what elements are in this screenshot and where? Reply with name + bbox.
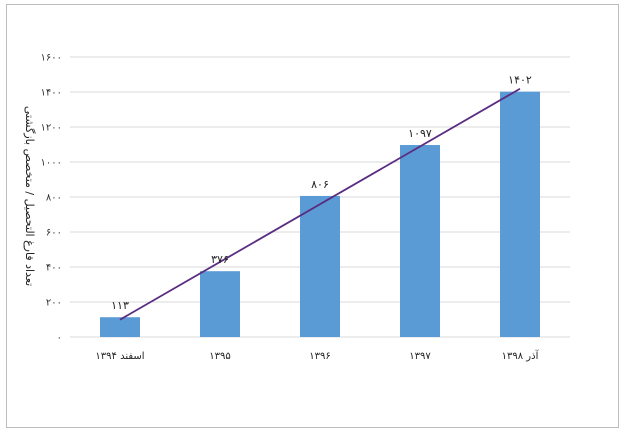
y-tick-label: ۰ bbox=[57, 333, 62, 344]
y-tick-label: ۸۰۰ bbox=[46, 193, 62, 204]
data-label: ۸۰۶ bbox=[311, 178, 329, 191]
y-axis-label: تعداد فارغ التحصیل / متخصص بازگشتی bbox=[23, 106, 36, 286]
category-label: اسفند ۱۳۹۴ bbox=[95, 351, 144, 362]
bars bbox=[100, 91, 540, 338]
bar bbox=[200, 271, 240, 337]
trendline bbox=[119, 87, 521, 321]
data-label: ۱۴۰۲ bbox=[508, 74, 532, 87]
y-tick-label: ۱۰۰۰ bbox=[41, 158, 62, 169]
category-label: آذر ۱۳۹۸ bbox=[502, 349, 540, 362]
gridlines bbox=[70, 56, 570, 338]
data-labels: ۱۱۳ ۳۷۶ ۸۰۶ ۱۰۹۷ ۱۴۰۲ bbox=[111, 74, 532, 313]
data-label: ۱۰۹۷ bbox=[408, 127, 432, 140]
category-label: ۱۳۹۷ bbox=[409, 351, 431, 362]
y-tick-label: ۶۰۰ bbox=[46, 228, 62, 239]
category-labels: اسفند ۱۳۹۴ ۱۳۹۵ ۱۳۹۶ ۱۳۹۷ آذر ۱۳۹۸ bbox=[95, 349, 539, 362]
bar bbox=[400, 145, 440, 337]
data-label: ۱۱۳ bbox=[111, 299, 129, 312]
data-label: ۳۷۶ bbox=[211, 253, 229, 266]
bar bbox=[500, 91, 540, 338]
y-tick-label: ۱۴۰۰ bbox=[41, 88, 62, 99]
y-tick-label: ۲۰۰ bbox=[46, 298, 62, 309]
category-label: ۱۳۹۶ bbox=[309, 351, 330, 362]
category-label: ۱۳۹۵ bbox=[209, 351, 230, 362]
bar bbox=[300, 195, 340, 337]
y-tick-label: ۱۶۰۰ bbox=[41, 53, 62, 64]
trendline-group bbox=[119, 87, 521, 321]
bar bbox=[100, 317, 140, 337]
y-tick-label: ۴۰۰ bbox=[46, 263, 62, 274]
y-axis-ticks: ۰ ۲۰۰ ۴۰۰ ۶۰۰ ۸۰۰ ۱۰۰۰ ۱۲۰۰ ۱۴۰۰ ۱۶۰۰ bbox=[41, 53, 62, 344]
y-tick-label: ۱۲۰۰ bbox=[41, 123, 62, 134]
